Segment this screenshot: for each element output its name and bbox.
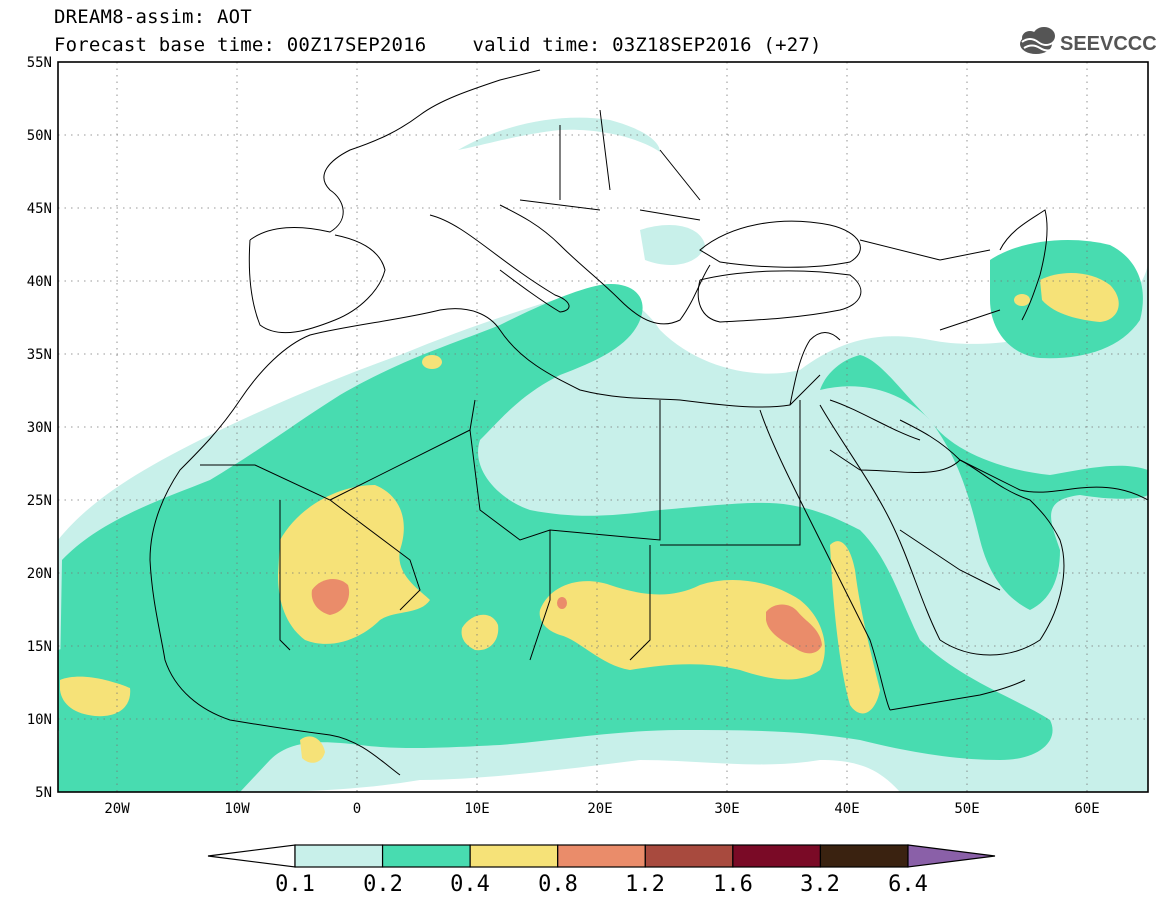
cloud-icon <box>1020 27 1055 54</box>
logo-text: SEEVCCC <box>1060 33 1156 55</box>
colorbar-tick: 6.4 <box>888 872 928 897</box>
colorbar-box <box>381 844 471 868</box>
aot-level-0.8-libya <box>557 597 567 609</box>
coast-west-africa <box>149 399 401 776</box>
colorbar-max-arrow <box>907 844 996 868</box>
coast-gulf <box>959 459 1148 501</box>
map-frame <box>57 61 1149 793</box>
coast-turkey <box>697 270 862 323</box>
coast-redsea <box>759 404 941 711</box>
lon-label: 40E <box>834 801 859 817</box>
colorbar-min-arrow <box>207 844 296 868</box>
coast-blacksea <box>699 220 861 268</box>
lon-label: 50E <box>954 801 979 817</box>
base-time: Forecast base time: 00Z17SEP2016 <box>54 34 427 56</box>
coast-balkan <box>499 204 711 325</box>
lon-label: 60E <box>1074 801 1099 817</box>
coast-italy <box>429 214 570 313</box>
colorbar-box <box>644 844 734 868</box>
lon-label: 20W <box>104 801 130 817</box>
coastlines-borders <box>149 69 1148 776</box>
aot-level-0.1-balkan <box>640 225 705 265</box>
colorbar-box <box>469 844 559 868</box>
lat-label: 10N <box>27 712 52 728</box>
lon-label: 0 <box>353 801 361 817</box>
aot-level-0.4-sahel-east <box>539 580 825 680</box>
colorbar-box <box>819 844 909 868</box>
lat-label: 5N <box>35 785 52 801</box>
coast-horn <box>889 679 1026 711</box>
lat-labels: 55N 50N 45N 40N 35N 30N 25N 20N 15N 10N … <box>27 55 52 801</box>
colorbar-boxes <box>294 844 909 868</box>
lat-label: 15N <box>27 639 52 655</box>
lat-label: 35N <box>27 347 52 363</box>
lat-label: 20N <box>27 566 52 582</box>
aot-level-0.8-mali <box>311 578 350 615</box>
lat-label: 40N <box>27 274 52 290</box>
coast-iberia <box>248 234 386 334</box>
coast-levant <box>789 332 841 406</box>
aot-level-0.1-north <box>458 117 660 152</box>
border-east <box>829 399 1001 591</box>
aot-fields <box>58 117 1148 792</box>
time-info: Forecast base time: 00Z17SEP2016 valid ti… <box>54 34 822 56</box>
aot-level-0.4-spot-b <box>1014 294 1030 306</box>
grid-lines <box>58 62 1148 792</box>
coast-north-africa <box>239 308 821 408</box>
colorbar-tick: 0.8 <box>538 872 578 897</box>
border-north <box>519 109 1001 331</box>
lat-label: 30N <box>27 420 52 436</box>
map-title: DREAM8-assim: AOT <box>54 6 252 28</box>
aot-level-0.4-westcoast <box>60 676 131 717</box>
coast-arabia <box>899 419 1065 656</box>
aot-level-0.4-nigeria <box>300 736 325 763</box>
colorbar-box <box>732 844 822 868</box>
colorbar-tick: 3.2 <box>800 872 840 897</box>
lon-label: 20E <box>587 801 612 817</box>
lon-labels: 20W 10W 0 10E 20E 30E 40E 50E 60E <box>104 801 1099 817</box>
colorbar-tick: 0.4 <box>450 872 490 897</box>
colorbar-tick: 0.2 <box>363 872 403 897</box>
lat-label: 50N <box>27 128 52 144</box>
colorbar: 0.1 0.2 0.4 0.8 1.2 1.6 3.2 6.4 <box>207 844 996 897</box>
aot-level-0.4-spot-a <box>422 355 442 369</box>
colorbar-tick: 1.2 <box>625 872 665 897</box>
lat-label: 25N <box>27 493 52 509</box>
lon-label: 30E <box>714 801 739 817</box>
lon-label: 10W <box>224 801 250 817</box>
aot-level-0.4-chad <box>461 614 499 651</box>
aot-level-0.4-caspian <box>1040 273 1119 322</box>
coast-europe <box>249 69 541 241</box>
lat-label: 45N <box>27 201 52 217</box>
coast-caspian <box>999 209 1048 321</box>
colorbar-box <box>557 844 646 868</box>
valid-time: valid time: 03Z18SEP2016 (+27) <box>472 34 822 56</box>
aot-level-0.8-sudan <box>766 604 822 654</box>
colorbar-labels: 0.1 0.2 0.4 0.8 1.2 1.6 3.2 6.4 <box>275 872 928 897</box>
colorbar-tick: 1.6 <box>713 872 753 897</box>
border-sahara <box>200 399 801 661</box>
seevccc-logo: SEEVCCC <box>1020 27 1156 55</box>
aot-level-0.2-arabia <box>820 355 1148 610</box>
colorbar-box <box>294 844 384 868</box>
colorbar-tick: 0.1 <box>275 872 315 897</box>
lat-label: 55N <box>27 55 52 71</box>
lon-label: 10E <box>464 801 489 817</box>
